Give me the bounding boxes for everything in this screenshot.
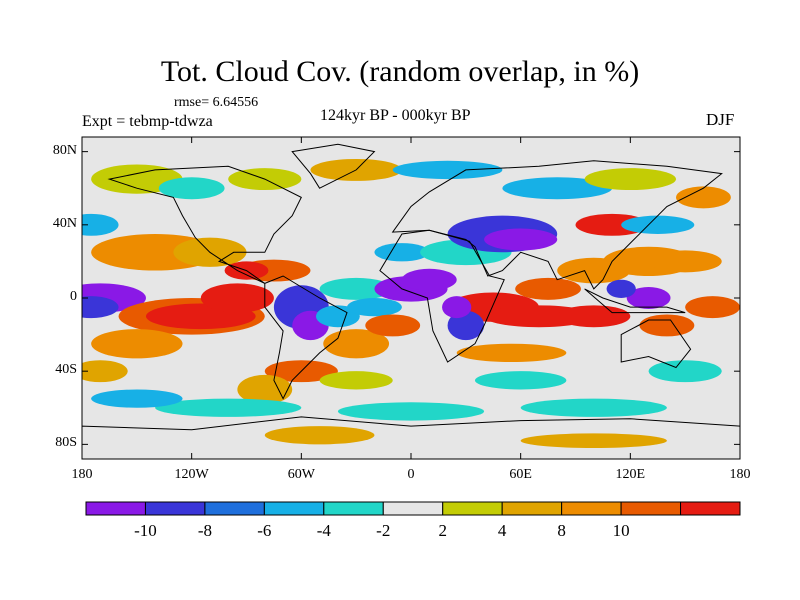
lon-tick-label: 120W [174, 467, 209, 482]
colorbar-swatch [561, 501, 622, 516]
anomaly-patch [347, 298, 402, 317]
colorbar-tick-label: 10 [612, 521, 630, 540]
season-label: DJF [706, 110, 735, 129]
coastline [391, 160, 723, 290]
anomaly-patch [155, 398, 302, 417]
anomaly-patch [639, 314, 695, 337]
anomaly-field [82, 137, 740, 459]
coastline [264, 275, 348, 400]
colorbar-tick-label: 2 [438, 521, 447, 540]
anomaly-patch [82, 296, 119, 319]
colorbar-swatch [144, 501, 206, 516]
anomaly-patch [337, 402, 485, 421]
anomaly-patch [606, 279, 636, 298]
coastline [82, 416, 740, 459]
anomaly-patch [237, 374, 293, 405]
lat-tick-label: 80N [52, 142, 77, 158]
coastline [620, 319, 692, 369]
lat-tick-label: 40N [52, 215, 77, 231]
colorbar [85, 501, 741, 516]
colorbar-tick-label: -10 [134, 521, 157, 540]
anomaly-patch [648, 250, 722, 273]
anomaly-patch [365, 314, 421, 337]
anomaly-patch [323, 329, 390, 359]
anomaly-patch [319, 277, 393, 300]
lon-tick-label: 120E [615, 467, 646, 482]
anomaly-patch [456, 343, 567, 363]
coastline [107, 165, 302, 284]
lat-tick-label: 0 [70, 289, 77, 304]
axis-ticks [81, 137, 741, 459]
colorbar-swatch [263, 501, 325, 516]
anomaly-patch [200, 283, 274, 313]
anomaly-patch [91, 329, 183, 359]
anomaly-patch [474, 371, 567, 390]
anomaly-patch [621, 215, 695, 234]
anomaly-patch [520, 398, 667, 417]
colorbar-swatch [382, 501, 444, 516]
period-subtitle: 124kyr BP - 000kyr BP [320, 107, 471, 124]
lon-tick-label: 60W [287, 467, 315, 482]
coastlines [82, 143, 740, 459]
colorbar-swatch [204, 501, 265, 516]
colorbar-swatch [323, 501, 384, 516]
rmse-label: rmse= 6.64556 [174, 95, 259, 110]
coastline [584, 288, 686, 314]
lon-tick-label: 180 [71, 467, 93, 482]
lon-tick-label: 180 [729, 467, 751, 482]
anomaly-patch [82, 213, 119, 236]
experiment-label: Expt = tebmp-tdwza [82, 113, 213, 130]
colorbar-swatch [85, 501, 146, 516]
colorbar-tick-label: -4 [316, 521, 331, 540]
lon-tick-label: 60E [509, 467, 532, 482]
colorbar-swatch [620, 501, 682, 516]
colorbar-swatch [501, 501, 563, 516]
lat-tick-label: 80S [55, 435, 77, 451]
anomaly-patch [515, 277, 581, 300]
anomaly-patch [401, 268, 457, 291]
anomaly-patch [82, 360, 128, 383]
colorbar-swatch [680, 501, 741, 516]
anomaly-patch [648, 360, 722, 383]
lat-tick-label: 40S [55, 362, 77, 378]
anomaly-patch [442, 296, 472, 319]
coastline [291, 143, 376, 189]
anomaly-patch [158, 177, 225, 200]
anomaly-patch [264, 426, 375, 445]
colorbar-tick-label: 4 [497, 521, 507, 540]
colorbar-tick-label: -6 [257, 521, 272, 540]
coastline [379, 229, 505, 363]
plot-title: Tot. Cloud Cov. (random overlap, in %) [160, 55, 640, 88]
anomaly-patch [676, 186, 731, 209]
anomaly-patch [557, 305, 631, 328]
lon-tick-label: 0 [407, 467, 415, 482]
anomaly-patch [626, 287, 671, 309]
anomaly-patch [484, 228, 558, 251]
colorbar-tick-label: 8 [557, 521, 566, 540]
colorbar-tick-label: -2 [376, 521, 391, 540]
anomaly-patch [685, 296, 740, 319]
colorbar-swatch [442, 501, 503, 516]
anomaly-patch [392, 160, 503, 180]
anomaly-patch [502, 177, 613, 200]
anomaly-patch [584, 168, 677, 191]
anomaly-patch [315, 305, 360, 328]
colorbar-tick-label: -8 [197, 521, 212, 540]
anomaly-patch [91, 389, 183, 408]
anomaly-patch [319, 371, 393, 390]
anomaly-patch [520, 433, 667, 449]
